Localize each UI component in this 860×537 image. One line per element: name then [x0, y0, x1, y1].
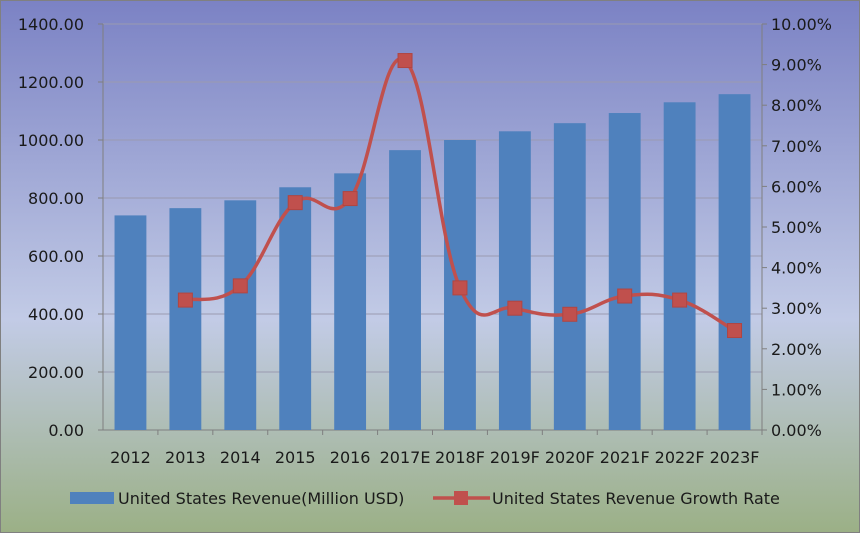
x-tick-label: 2022F [655, 448, 705, 467]
growth-marker-2023F [727, 323, 743, 339]
legend-line-label: United States Revenue Growth Rate [492, 489, 780, 508]
x-tick-label: 2021F [600, 448, 650, 467]
growth-marker-2017E [397, 53, 413, 69]
bar-2012 [114, 215, 147, 430]
growth-marker-2019F [507, 300, 523, 316]
right-tick-label: 4.00% [771, 259, 822, 278]
x-tick-label: 2023F [710, 448, 760, 467]
growth-marker-2013 [177, 292, 193, 308]
bar-2020F [553, 123, 586, 431]
x-tick-label: 2012 [110, 448, 151, 467]
bar-2019F [498, 131, 531, 431]
growth-marker-2014 [232, 278, 248, 294]
bar-2022F [663, 102, 696, 431]
right-tick-label: 9.00% [771, 56, 822, 75]
bar-2015 [279, 187, 312, 430]
bar-2023F [718, 94, 751, 431]
legend-bar-label: United States Revenue(Million USD) [118, 489, 404, 508]
x-tick-label: 2020F [545, 448, 595, 467]
right-tick-label: 3.00% [771, 299, 822, 318]
left-tick-label: 800.00 [28, 189, 84, 208]
bar-2013 [169, 208, 202, 430]
left-tick-label: 0.00 [48, 421, 84, 440]
growth-marker-2020F [562, 306, 578, 322]
right-tick-label: 2.00% [771, 340, 822, 359]
x-tick-label: 2016 [330, 448, 371, 467]
right-tick-label: 10.00% [771, 15, 832, 34]
right-tick-label: 0.00% [771, 421, 822, 440]
bar-2016 [334, 173, 367, 430]
x-tick-label: 2015 [275, 448, 316, 467]
right-tick-label: 7.00% [771, 137, 822, 156]
bar-2017E [389, 150, 421, 430]
x-tick-label: 2018F [435, 448, 485, 467]
legend-bar-swatch [70, 492, 114, 504]
growth-marker-2015 [287, 195, 303, 211]
left-tick-label: 200.00 [28, 363, 84, 382]
right-tick-label: 6.00% [771, 177, 822, 196]
x-tick-label: 2014 [220, 448, 261, 467]
bar-2014 [224, 200, 257, 430]
x-tick-label: 2019F [490, 448, 540, 467]
x-tick-label: 2013 [165, 448, 206, 467]
left-tick-label: 1200.00 [18, 73, 84, 92]
growth-marker-2016 [342, 191, 358, 207]
right-tick-label: 8.00% [771, 96, 822, 115]
right-tick-label: 5.00% [771, 218, 822, 237]
growth-marker-2021F [617, 288, 633, 304]
growth-marker-2022F [672, 292, 688, 308]
left-tick-label: 600.00 [28, 247, 84, 266]
legend-line-marker [454, 491, 468, 505]
right-tick-label: 1.00% [771, 380, 822, 399]
growth-marker-2018F [452, 280, 468, 296]
x-tick-label: 2017E [380, 448, 431, 467]
bar-2021F [608, 113, 641, 430]
left-tick-label: 1400.00 [18, 15, 84, 34]
left-tick-label: 1000.00 [18, 131, 84, 150]
left-tick-label: 400.00 [28, 305, 84, 324]
